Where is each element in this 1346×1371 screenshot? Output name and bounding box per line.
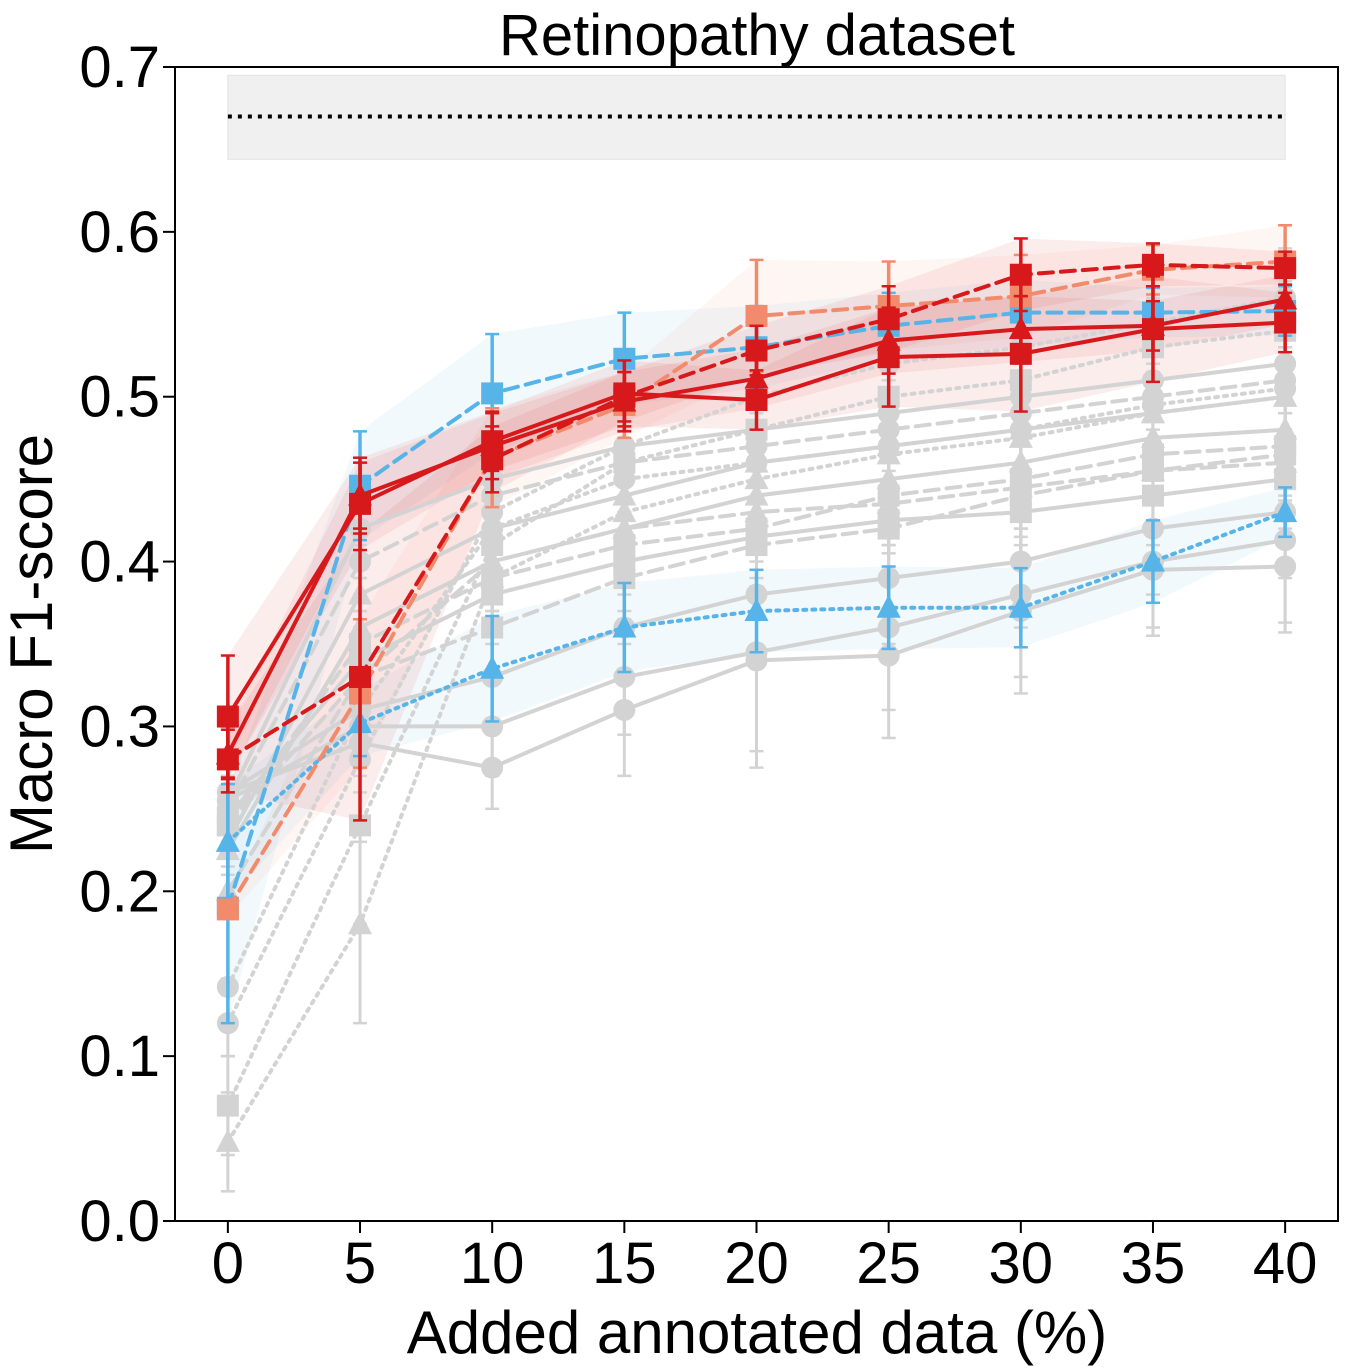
series-20-point — [1009, 263, 1032, 286]
x-tick-label: 40 — [1253, 1231, 1318, 1296]
series-20-point — [745, 339, 768, 362]
series-line-layer — [215, 224, 1298, 1193]
y-tick-label: 0.7 — [79, 35, 160, 100]
y-tick-label: 0.3 — [79, 694, 160, 759]
series-20-point — [613, 385, 636, 408]
y-tick-label: 0.0 — [79, 1189, 160, 1254]
x-tick-label: 0 — [212, 1231, 244, 1296]
series-16-point — [744, 598, 769, 622]
series-20-point — [1274, 257, 1297, 280]
chart-title: Retinopathy dataset — [499, 3, 1015, 68]
series-18-point — [216, 705, 239, 728]
series-20-point — [877, 308, 900, 331]
axes-layer: 0 5 10 15 20 25 30 35 40 0.0 0.1 0.2 0.3 0.4 0.5 0.6 0.7 — [79, 35, 1317, 1296]
series-20-point — [1141, 253, 1164, 276]
series-14-point — [481, 583, 504, 606]
series-20-point — [216, 748, 239, 771]
x-tick-label: 30 — [989, 1231, 1054, 1296]
y-tick-label: 0.2 — [79, 859, 160, 924]
y-axis-label: Macro F1-score — [0, 434, 65, 854]
series-10-point — [1008, 424, 1033, 448]
series-19-point — [348, 482, 373, 506]
x-tick-label: 10 — [460, 1231, 525, 1296]
series-15-point — [613, 347, 636, 370]
series-14-point — [613, 550, 636, 573]
series-16-point — [1273, 499, 1298, 523]
series-16-point — [215, 828, 240, 852]
series-16-point — [480, 655, 505, 679]
series-19-point — [1008, 316, 1033, 340]
series-20 — [216, 237, 1297, 822]
series-20-point — [481, 448, 504, 471]
series-11-point — [216, 1094, 239, 1117]
reference-band-layer — [227, 74, 1286, 160]
series-19-point — [1273, 286, 1298, 310]
series-20-point — [349, 665, 372, 688]
series-19-point — [744, 365, 769, 389]
y-tick-label: 0.1 — [79, 1024, 160, 1089]
x-tick-label: 15 — [592, 1231, 657, 1296]
x-tick-label: 5 — [344, 1231, 376, 1296]
series-10-point — [1140, 400, 1165, 424]
series-16-point — [612, 614, 637, 638]
series-16-point — [1140, 548, 1165, 572]
series-14-point — [745, 525, 768, 548]
y-tick-label: 0.6 — [79, 200, 160, 265]
y-tick-label: 0.4 — [79, 530, 160, 595]
series-14-point — [877, 509, 900, 532]
series-14-point — [1141, 484, 1164, 507]
series-17-point — [745, 304, 768, 327]
series-14-point — [1009, 501, 1032, 524]
series-19-point — [1140, 312, 1165, 336]
y-tick-label: 0.5 — [79, 365, 160, 430]
series-15-point — [481, 382, 504, 405]
x-tick-label: 35 — [1121, 1231, 1186, 1296]
series-10-point — [1273, 383, 1298, 407]
series-10-point — [876, 441, 901, 465]
x-tick-label: 20 — [724, 1231, 789, 1296]
series-14-point — [1274, 468, 1297, 491]
x-axis-label: Added annotated data (%) — [407, 1299, 1108, 1366]
series-17-point — [216, 898, 239, 921]
series-16-point — [1008, 594, 1033, 618]
series-12-point — [613, 435, 636, 458]
x-tick-label: 25 — [856, 1231, 921, 1296]
reference-band — [227, 74, 1286, 160]
series-16-point — [876, 594, 901, 618]
